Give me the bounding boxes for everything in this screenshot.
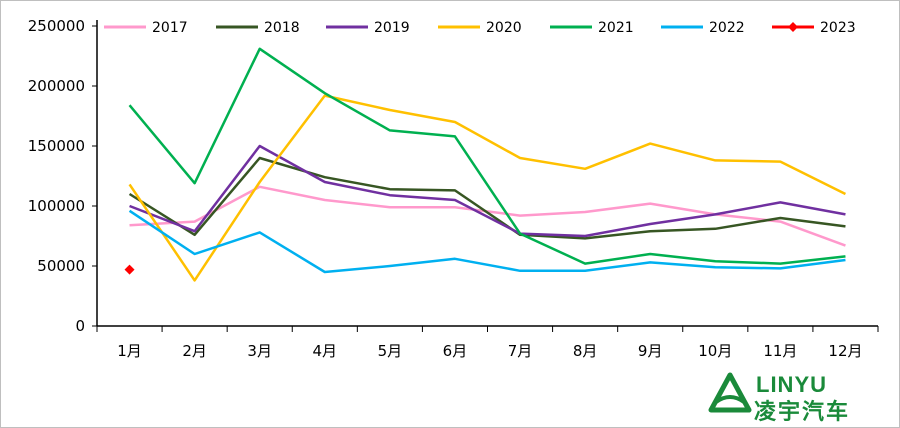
y-tick-label: 0 <box>75 317 85 335</box>
logo-text-cn: 凌宇汽车 <box>754 400 851 425</box>
x-tick-label: 12月 <box>828 342 862 360</box>
y-tick-label: 200000 <box>28 77 85 95</box>
x-tick-label: 6月 <box>443 342 468 360</box>
legend-label-2017: 2017 <box>152 20 188 36</box>
x-tick-label: 3月 <box>247 342 272 360</box>
x-tick-label: 9月 <box>638 342 663 360</box>
logo-text-en: LINYU <box>756 372 827 397</box>
legend-label-2020: 2020 <box>486 20 522 36</box>
series-line-2019 <box>129 144 846 238</box>
legend-label-2022: 2022 <box>709 20 745 36</box>
x-tick-label: 5月 <box>378 342 403 360</box>
x-tick-label: 7月 <box>508 342 533 360</box>
data-point-2023 <box>124 264 135 275</box>
legend-label-2023: 2023 <box>820 20 856 36</box>
x-tick-label: 10月 <box>698 342 732 360</box>
legend-label-2021: 2021 <box>598 20 634 36</box>
x-tick-label: 4月 <box>313 342 338 360</box>
logo-triangle-icon <box>708 372 752 413</box>
x-tick-label: 8月 <box>573 342 598 360</box>
y-tick-label: 150000 <box>28 137 85 155</box>
series-line-2021 <box>128 47 846 265</box>
legend-label-2018: 2018 <box>264 20 300 36</box>
series-line-2018 <box>128 156 846 240</box>
y-tick-label: 50000 <box>37 257 85 275</box>
x-tick-label: 2月 <box>182 342 207 360</box>
linyu-logo: LINYU 凌宇汽车 <box>708 372 888 425</box>
series-line-2022 <box>128 209 846 274</box>
legend-marker-2023 <box>788 22 798 32</box>
x-tick-label: 1月 <box>117 342 142 360</box>
y-tick-label: 250000 <box>28 17 85 35</box>
legend-label-2019: 2019 <box>374 20 410 36</box>
x-tick-label: 11月 <box>763 342 797 360</box>
series-line-2020 <box>128 94 847 282</box>
y-tick-label: 100000 <box>28 197 85 215</box>
